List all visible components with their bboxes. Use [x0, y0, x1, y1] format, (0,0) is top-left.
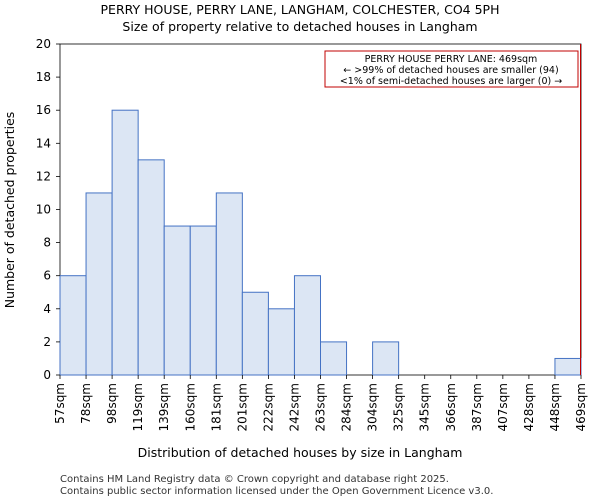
y-tick-label: 16 [36, 103, 51, 117]
y-tick-label: 2 [43, 335, 51, 349]
x-tick-label: 57sqm [53, 383, 67, 424]
x-tick-label: 222sqm [261, 383, 275, 431]
histogram-bar [59, 275, 87, 376]
y-tick-label: 14 [36, 136, 51, 150]
chart-subtitle: Size of property relative to detached ho… [122, 19, 477, 34]
histogram-bar [554, 357, 582, 376]
y-axis-label: Number of detached properties [2, 112, 17, 309]
histogram-bar [372, 341, 400, 376]
annotation-line-2: ← >99% of detached houses are smaller (9… [343, 65, 558, 76]
y-tick-label: 0 [43, 368, 51, 382]
x-tick-label: 428sqm [522, 383, 536, 431]
y-tick-label: 8 [43, 236, 51, 250]
y-tick-label: 10 [36, 203, 51, 217]
x-tick-label: 387sqm [470, 383, 484, 431]
annotation-line-1: PERRY HOUSE PERRY LANE: 469sqm [365, 54, 538, 65]
x-tick-label: 345sqm [418, 383, 432, 431]
y-tick-label: 18 [36, 70, 51, 84]
histogram-bar [163, 225, 191, 376]
annotation-line-3: <1% of semi-detached houses are larger (… [340, 76, 562, 87]
x-tick-label: 181sqm [209, 383, 223, 431]
chart-title: PERRY HOUSE, PERRY LANE, LANGHAM, COLCHE… [101, 2, 500, 17]
y-axis: 0 2 4 6 8 10 12 14 16 18 20 [36, 37, 60, 382]
y-tick-label: 6 [43, 269, 51, 283]
x-tick-label: 98sqm [105, 383, 119, 424]
y-tick-label: 4 [43, 302, 51, 316]
x-tick-label: 469sqm [574, 383, 588, 431]
x-tick-label: 119sqm [131, 383, 145, 431]
histogram-bar [267, 308, 295, 376]
x-tick-label: 242sqm [287, 383, 301, 431]
x-tick-label: 263sqm [314, 383, 328, 431]
histogram-bar [241, 291, 269, 376]
x-tick-label: 366sqm [444, 383, 458, 431]
bars-group [59, 109, 582, 376]
histogram-bar [189, 225, 217, 376]
histogram-bar [293, 275, 322, 376]
annotation-box: PERRY HOUSE PERRY LANE: 469sqm ← >99% of… [324, 50, 579, 88]
annotation-frame [324, 50, 579, 88]
x-tick-label: 160sqm [183, 383, 197, 431]
x-tick-label: 407sqm [496, 383, 510, 431]
x-tick-label: 304sqm [366, 383, 380, 431]
x-axis: 57sqm 78sqm 98sqm 119sqm 139sqm 160sqm 181sqm 2… [53, 375, 588, 431]
plot-area: PERRY HOUSE PERRY LANE: 469sqm ← >99% of… [59, 43, 582, 376]
x-axis-label: Distribution of detached houses by size … [138, 445, 463, 460]
x-tick-label: 201sqm [235, 383, 249, 431]
x-tick-label: 284sqm [340, 383, 354, 431]
footer-line-1: Contains HM Land Registry data © Crown c… [60, 474, 449, 485]
x-tick-label: 139sqm [157, 383, 171, 431]
histogram-bar [111, 109, 139, 376]
histogram-bar [215, 192, 243, 376]
x-tick-label: 78sqm [79, 383, 93, 424]
footer-line-2: Contains public sector information licen… [60, 486, 493, 497]
histogram-bar [320, 341, 348, 376]
histogram-bar [85, 192, 113, 376]
histogram-bar [137, 159, 165, 376]
y-tick-label: 20 [36, 37, 51, 51]
y-tick-label: 12 [36, 169, 51, 183]
x-tick-label: 325sqm [392, 383, 406, 431]
x-tick-label: 448sqm [548, 383, 562, 431]
